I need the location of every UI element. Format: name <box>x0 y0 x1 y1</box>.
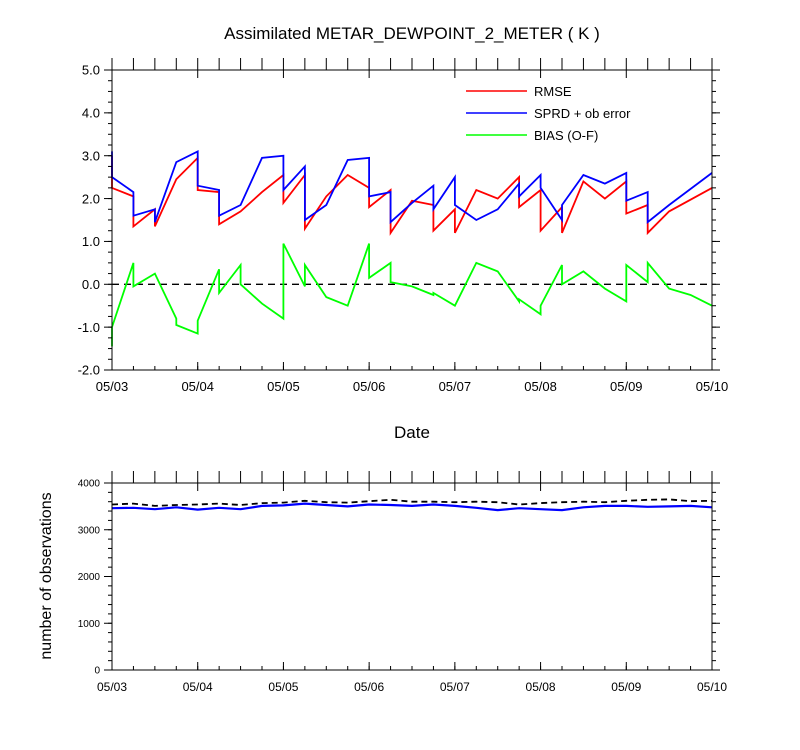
y-tick-label: 3.0 <box>82 148 100 163</box>
legend: RMSE SPRD + ob error BIAS (O-F) <box>466 84 631 143</box>
x-tick-label: 05/10 <box>697 680 727 694</box>
top-plot: 05/03 05/04 05/05 05/06 05/07 05/08 05/09 05/10… <box>78 58 729 394</box>
x-tick-label: 05/10 <box>696 379 729 394</box>
x-tick-label: 05/07 <box>439 379 472 394</box>
y-tick-label: 1.0 <box>82 234 100 249</box>
x-tick-label: 05/03 <box>96 379 129 394</box>
y-tick-label: 1000 <box>78 619 101 630</box>
legend-label-bias: BIAS (O-F) <box>534 128 598 143</box>
x-tick-label: 05/08 <box>526 680 556 694</box>
y-tick-label: 2000 <box>78 572 101 583</box>
y-tick-label: 3000 <box>78 525 101 536</box>
y-tick-label: 5.0 <box>82 63 100 78</box>
x-tick-label: 05/08 <box>524 379 557 394</box>
y-tick-label: 0.0 <box>82 277 100 292</box>
y-tick-label: 2.0 <box>82 191 100 206</box>
series-line-sprd-ob-error <box>111 149 713 225</box>
legend-label-sprd: SPRD + ob error <box>534 106 631 121</box>
y-axis-title-observations: number of observations <box>38 492 55 659</box>
x-tick-label: 05/09 <box>610 379 643 394</box>
x-tick-label: 05/04 <box>183 680 213 694</box>
x-tick-label: 05/09 <box>611 680 641 694</box>
x-tick-label: 05/03 <box>97 680 127 694</box>
x-tick-label: 05/05 <box>268 680 298 694</box>
y-tick-label: 4000 <box>78 479 101 490</box>
x-tick-label: 05/04 <box>181 379 214 394</box>
x-tick-label: 05/06 <box>353 379 386 394</box>
bottom-plot-frame <box>111 482 713 671</box>
x-tick-label: 05/06 <box>354 680 384 694</box>
series-line-rmse <box>111 155 713 236</box>
y-tick-label: 4.0 <box>82 106 100 121</box>
x-tick-label: 05/07 <box>440 680 470 694</box>
y-tick-label: -1.0 <box>78 320 100 335</box>
chart-title: Assimilated METAR_DEWPOINT_2_METER ( K ) <box>224 24 600 43</box>
y-tick-label: -2.0 <box>78 363 100 378</box>
x-tick-label: 05/05 <box>267 379 300 394</box>
series-line-observations-possible <box>111 498 713 507</box>
legend-label-rmse: RMSE <box>534 84 572 99</box>
x-axis-title: Date <box>394 423 430 442</box>
bottom-plot: 05/03 05/04 05/05 05/06 05/07 05/08 05/09 05/10… <box>78 471 727 694</box>
series-line-bias-o-f <box>111 243 713 347</box>
series-line-observations-assimilated <box>111 502 713 512</box>
y-tick-label: 0 <box>94 666 100 677</box>
